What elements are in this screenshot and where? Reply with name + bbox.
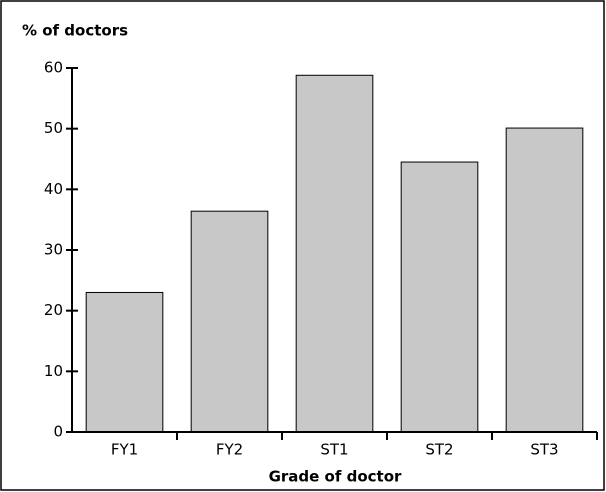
y-tick-label: 30 [44,241,63,259]
x-tick-label: FY2 [216,441,243,459]
bar [85,291,164,433]
bar [295,74,374,433]
bar [400,161,479,433]
y-tick-label: 0 [53,423,63,441]
y-tick-label: 20 [44,301,63,319]
x-tick-label: ST2 [425,441,453,459]
y-tick-label: 40 [44,180,63,198]
bar [505,127,584,433]
bar [190,210,269,433]
y-tick-label: 50 [44,119,63,137]
y-tick-label: 10 [44,362,63,380]
x-axis-label: Grade of doctor [269,468,402,486]
chart-title: % of doctors [22,22,128,40]
y-tick-label: 60 [44,59,63,77]
x-tick-label: ST1 [320,441,348,459]
x-tick-label: ST3 [530,441,558,459]
x-tick-label: FY1 [111,441,138,459]
